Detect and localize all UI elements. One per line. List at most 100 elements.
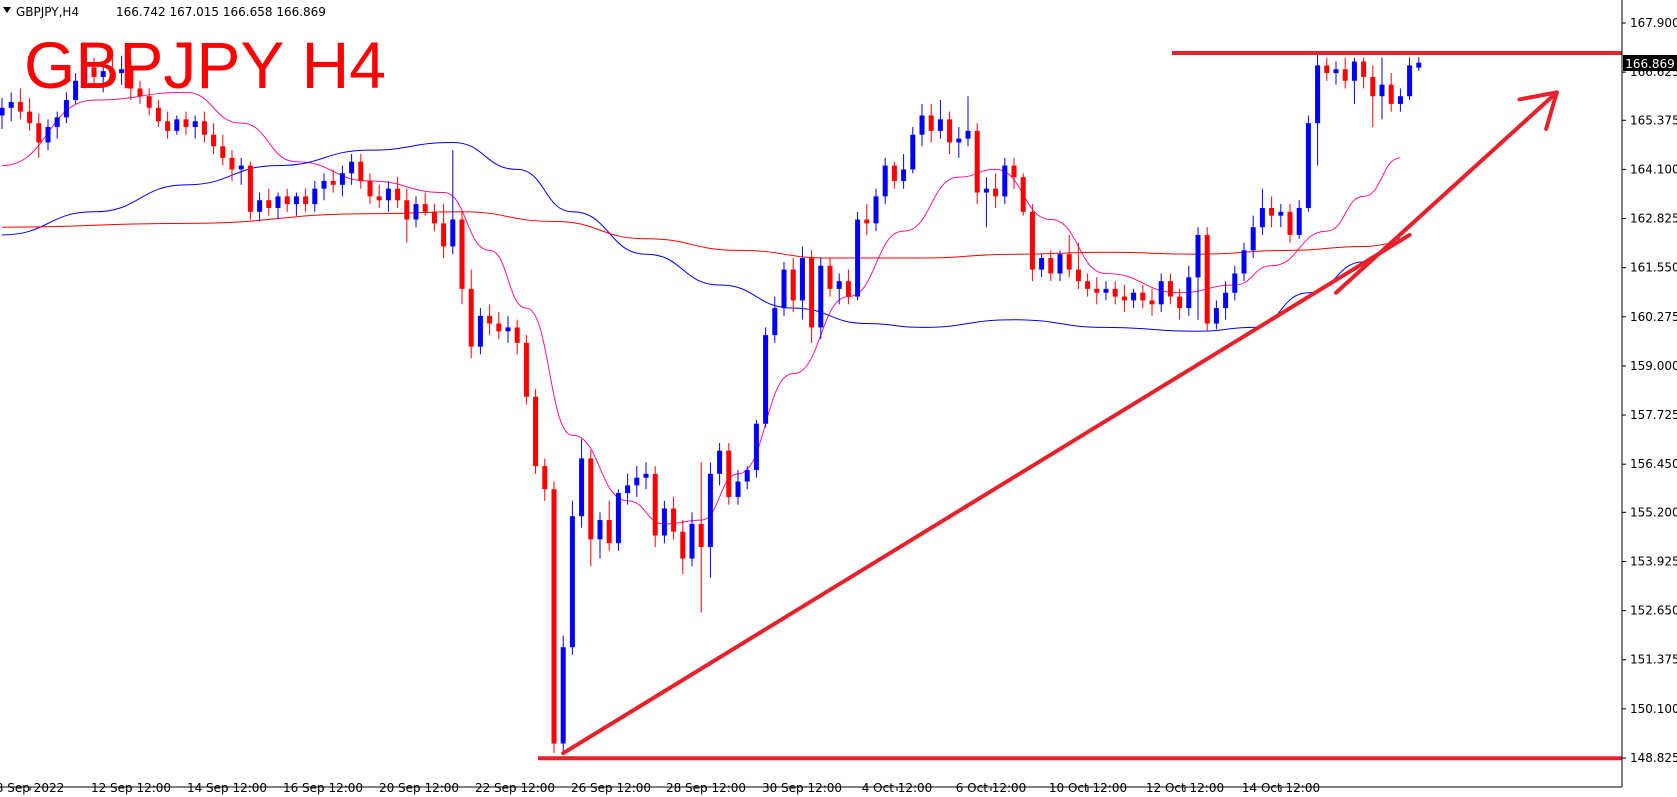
candle-body xyxy=(17,101,23,112)
moving-average-line-2 xyxy=(1,211,1401,259)
candle-body xyxy=(993,188,999,197)
price-axis[interactable]: 167.900166.625165.375164.100162.825161.5… xyxy=(1622,16,1677,765)
candle-body xyxy=(597,520,603,540)
candle-body xyxy=(146,96,152,108)
candle-body xyxy=(1232,273,1238,293)
candle-body xyxy=(634,477,640,486)
candle-body xyxy=(477,315,483,347)
price-tick-label: 159.000 xyxy=(1630,359,1677,373)
candle-body xyxy=(1075,269,1081,282)
candle-body xyxy=(1158,281,1164,305)
candle-body xyxy=(1066,254,1072,270)
candle-body xyxy=(303,196,309,205)
current-price-label: 166.869 xyxy=(1623,55,1677,71)
time-tick-label: 6 Oct 12:00 xyxy=(956,781,1027,795)
candle-body xyxy=(1333,69,1339,74)
candle-body xyxy=(661,508,667,536)
candle-body xyxy=(27,111,33,124)
candle-body xyxy=(790,269,796,301)
candle-body xyxy=(772,308,778,336)
candle-body xyxy=(1186,277,1192,309)
candle-body xyxy=(1020,177,1026,212)
candle-body xyxy=(1213,308,1219,324)
price-tick-label: 165.375 xyxy=(1630,113,1677,127)
candle-body xyxy=(1269,207,1275,216)
chart-title: GBPJPY H4 xyxy=(24,28,386,102)
candle-body xyxy=(1112,288,1118,297)
candle-body xyxy=(459,219,465,289)
candle-body xyxy=(1259,207,1265,228)
candle-body xyxy=(698,523,704,548)
candle-body xyxy=(321,180,327,189)
candle-body xyxy=(680,531,686,559)
candle-body xyxy=(211,134,217,147)
candle-body xyxy=(192,121,198,128)
candle-body xyxy=(100,71,106,77)
dropdown-triangle-icon[interactable] xyxy=(3,7,11,13)
candle-body xyxy=(827,265,833,289)
candle-body xyxy=(1388,84,1394,104)
time-tick-label: 10 Oct 12:00 xyxy=(1049,781,1127,795)
candle-body xyxy=(1296,207,1302,235)
candle-body xyxy=(82,67,88,81)
candle-body xyxy=(119,69,125,74)
candle-body xyxy=(155,107,161,122)
candle-body xyxy=(1048,258,1054,274)
candle-body xyxy=(533,396,539,467)
candle-body xyxy=(910,134,916,170)
candle-body xyxy=(928,115,934,131)
price-tick-label: 156.450 xyxy=(1630,457,1677,471)
candle-body xyxy=(45,127,51,143)
candle-body xyxy=(1085,281,1091,289)
time-tick-label: 12 Oct 12:00 xyxy=(1146,781,1224,795)
candle-body xyxy=(431,211,437,224)
candle-body xyxy=(855,219,861,297)
candle-body xyxy=(919,115,925,135)
candle-body xyxy=(1278,211,1284,216)
symbol-label: GBPJPY,H4 xyxy=(16,5,79,19)
time-tick-label: 14 Oct 12:00 xyxy=(1242,781,1320,795)
candle-body xyxy=(542,466,548,490)
candle-body xyxy=(441,223,447,247)
price-tick-label: 161.550 xyxy=(1630,261,1677,275)
candle-body xyxy=(0,107,5,116)
candle-body xyxy=(349,161,355,174)
candle-body xyxy=(165,121,171,131)
candle-body xyxy=(293,196,299,205)
candle-body xyxy=(615,493,621,544)
candle-body xyxy=(974,130,980,193)
candle-body xyxy=(643,473,649,478)
candle-body xyxy=(36,123,42,143)
price-tick-label: 167.900 xyxy=(1630,16,1677,30)
price-tick-label: 153.925 xyxy=(1630,554,1677,568)
candle-body xyxy=(799,258,805,301)
candle-body xyxy=(505,327,511,332)
candle-body xyxy=(1287,211,1293,235)
price-tick-label: 162.825 xyxy=(1630,212,1677,226)
ohlc-values: 166.742 167.015 166.658 166.869 xyxy=(116,5,326,19)
candle-body xyxy=(983,188,989,193)
candle-body xyxy=(63,100,69,118)
candle-body xyxy=(496,323,502,332)
candle-body xyxy=(1121,296,1127,301)
candle-body xyxy=(864,219,870,224)
candle-body xyxy=(514,327,520,343)
price-tick-label: 151.375 xyxy=(1630,653,1677,667)
moving-average-line-1 xyxy=(1,141,1401,332)
candle-body xyxy=(1250,227,1256,251)
candle-body xyxy=(1315,65,1321,124)
trendline[interactable] xyxy=(561,232,1412,756)
candle-body xyxy=(551,489,557,744)
candle-body xyxy=(238,165,244,170)
candle-body xyxy=(201,121,207,135)
time-tick-label: 26 Sep 12:00 xyxy=(571,781,651,795)
candle-body xyxy=(183,119,189,128)
candle-body xyxy=(1342,69,1348,81)
candle-body xyxy=(1195,234,1201,278)
candle-body xyxy=(1149,300,1155,305)
candle-body xyxy=(1223,292,1229,309)
candle-body xyxy=(330,180,336,185)
time-axis[interactable]: 8 Sep 2022 12 Sep 12:00 14 Sep 12:00 16 Sep… xyxy=(0,781,1320,795)
